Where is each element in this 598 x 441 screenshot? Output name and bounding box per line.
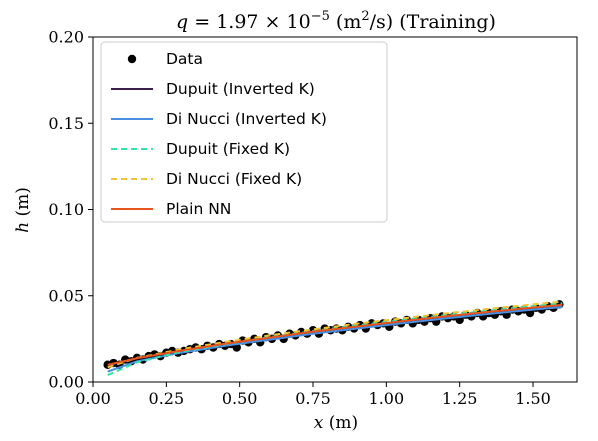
legend-label: Di Nucci (Inverted K) (166, 110, 327, 128)
x-tick-label: 0.25 (149, 389, 185, 408)
x-axis-label: x (m) (314, 413, 358, 433)
y-tick-label: 0.00 (48, 373, 84, 392)
x-tick-group: 0.00 0.25 0.50 0.75 1.00 1.25 1.50 (75, 382, 551, 408)
legend-label: Plain NN (166, 200, 231, 218)
y-axis-unit: (m) (13, 187, 33, 222)
legend-box (100, 41, 388, 223)
x-axis-unit: (m) (323, 413, 358, 433)
y-tick-label: 0.10 (48, 200, 84, 219)
x-axis-sym: x (314, 413, 324, 433)
legend-label: Data (166, 50, 203, 68)
title-exp: −5 (311, 9, 330, 24)
y-tick-group: 0.00 0.05 0.10 0.15 0.20 (48, 28, 93, 392)
plot-frame (92, 36, 578, 383)
x-tick-label: 0.50 (222, 389, 258, 408)
legend-label: Dupuit (Inverted K) (166, 80, 315, 98)
legend-label: Di Nucci (Fixed K) (166, 170, 302, 188)
y-tick-label: 0.20 (48, 28, 84, 47)
series-line-4 (107, 300, 563, 369)
x-tick-label: 0.00 (75, 389, 111, 408)
y-tick-label: 0.05 (48, 286, 84, 305)
series-line-5 (107, 303, 563, 366)
y-axis-label: h (m) (13, 187, 33, 233)
title-eq: = 1.97 × 10 (188, 11, 310, 33)
legend-marker-data (127, 54, 137, 64)
x-tick-label: 0.75 (295, 389, 331, 408)
chart-title: q = 1.97 × 10−5 (m2/s) (Training) (176, 9, 496, 33)
x-tick-label: 1.50 (515, 389, 551, 408)
legend-label: Dupuit (Fixed K) (166, 140, 290, 158)
y-axis-sym: h (13, 222, 33, 233)
plot-content (103, 300, 564, 377)
title-q: q (176, 11, 188, 33)
legend: Data Dupuit (Inverted K) Di Nucci (Inverte… (100, 41, 388, 223)
x-tick-label: 1.00 (369, 389, 405, 408)
title-unit-sq: 2 (361, 9, 369, 24)
x-tick-label: 1.25 (442, 389, 478, 408)
title-unit-open: (m (330, 11, 361, 33)
title-unit-close: /s) (Training) (370, 11, 496, 33)
series-line-2 (107, 306, 563, 373)
y-tick-label: 0.15 (48, 114, 84, 133)
